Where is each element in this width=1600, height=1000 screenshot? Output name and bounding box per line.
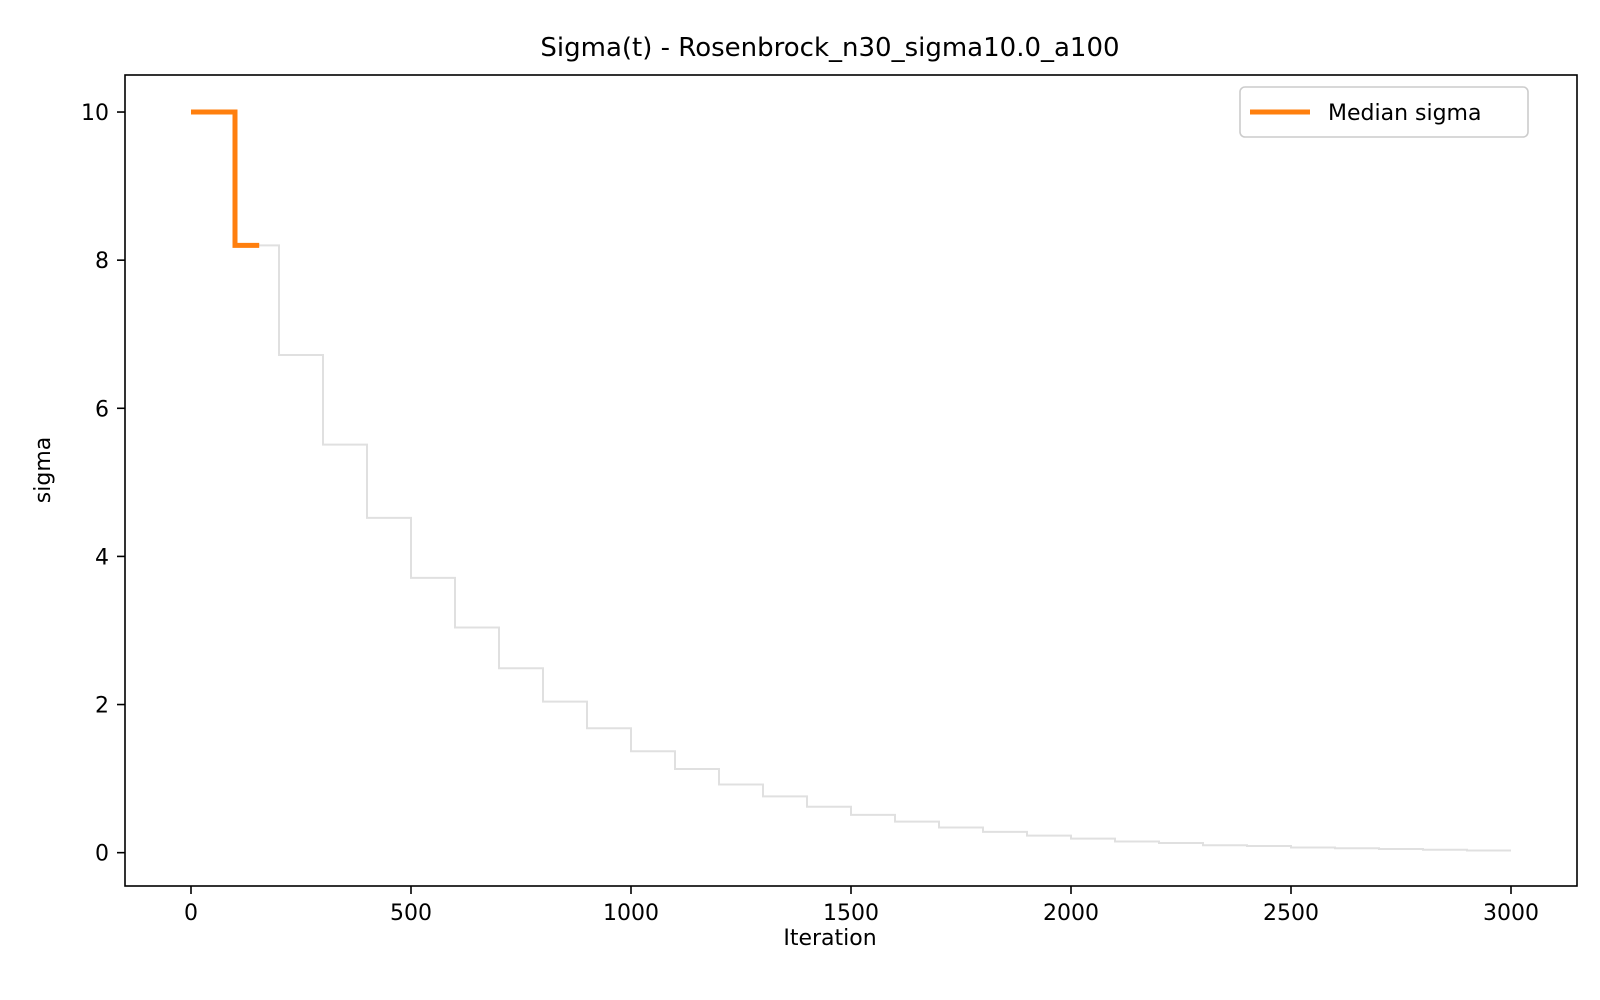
y-axis-title: sigma [31, 437, 56, 503]
chart-title: Sigma(t) - Rosenbrock_n30_sigma10.0_a100 [540, 33, 1119, 63]
median-sigma-line [191, 109, 260, 248]
plot-area [125, 75, 1577, 886]
y-tick-label: 0 [95, 842, 109, 867]
series-layer [191, 109, 1511, 852]
x-tick-label: 500 [390, 901, 432, 926]
legend: Median sigma [1239, 86, 1529, 138]
x-axis-title: Iteration [783, 926, 876, 951]
x-tick-label: 2500 [1263, 901, 1319, 926]
x-tick-label: 2000 [1043, 901, 1099, 926]
y-tick-label: 4 [95, 545, 109, 570]
y-tick-label: 2 [95, 694, 109, 719]
x-axis: 0 500 1000 1500 2000 2500 3000 [184, 886, 1539, 926]
x-tick-label: 1000 [603, 901, 659, 926]
x-tick-label: 0 [184, 901, 198, 926]
legend-label: Median sigma [1328, 101, 1481, 126]
y-tick-label: 10 [81, 101, 109, 126]
x-tick-label: 1500 [823, 901, 879, 926]
x-tick-label: 3000 [1483, 901, 1539, 926]
legend-box [1239, 86, 1529, 138]
sigma-run-line [191, 111, 1511, 852]
y-axis: 0 2 4 6 8 10 [81, 101, 125, 867]
y-tick-label: 6 [95, 397, 109, 422]
y-tick-label: 8 [95, 249, 109, 274]
